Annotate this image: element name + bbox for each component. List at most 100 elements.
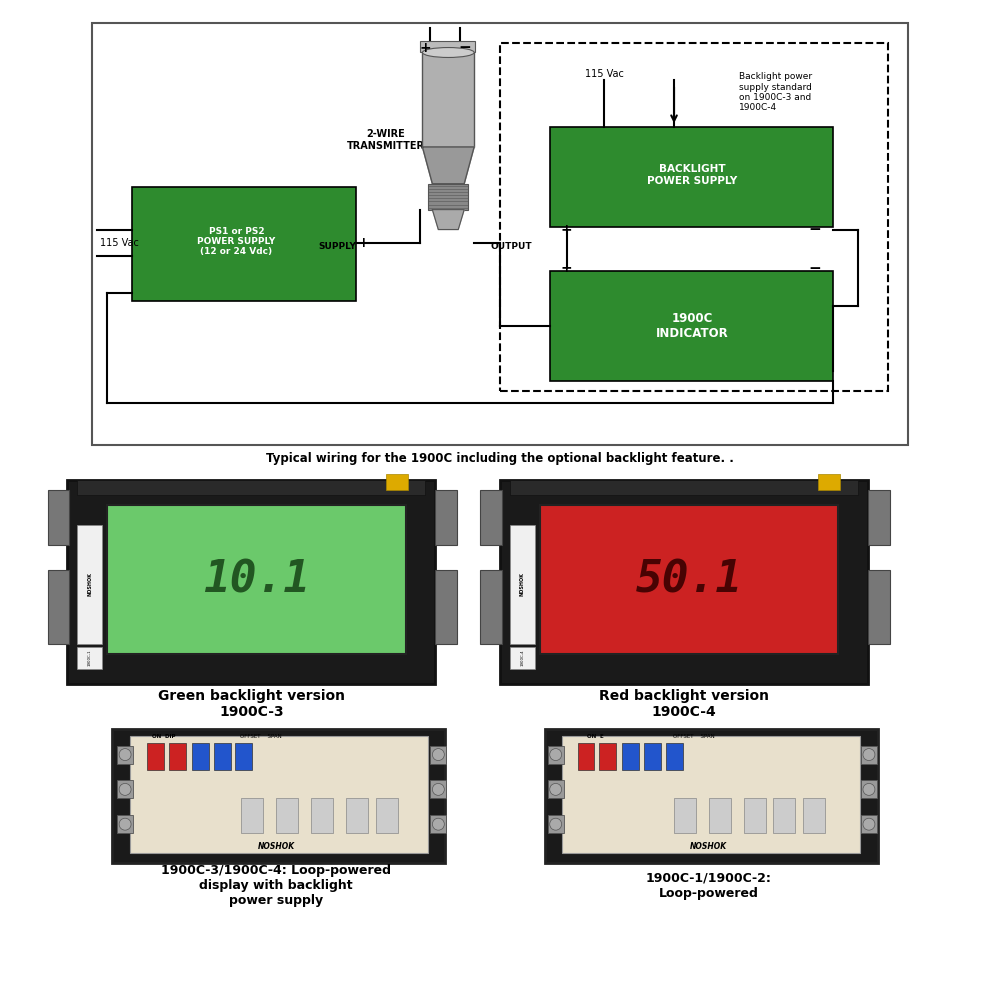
Bar: [430, 746, 446, 764]
Text: NOSHOK: NOSHOK: [690, 842, 727, 851]
Bar: [420, 41, 475, 52]
Bar: [376, 798, 398, 833]
Bar: [545, 729, 878, 863]
Bar: [107, 505, 406, 654]
Text: 1900C-4: 1900C-4: [520, 650, 524, 666]
Bar: [214, 743, 231, 770]
Bar: [548, 746, 564, 764]
Text: NOSHOK: NOSHOK: [258, 842, 295, 851]
Text: +: +: [420, 41, 431, 55]
Bar: [346, 798, 368, 833]
Text: +: +: [561, 223, 572, 237]
Bar: [578, 743, 594, 770]
Circle shape: [550, 783, 562, 795]
Bar: [744, 798, 766, 833]
Text: OUTPUT: OUTPUT: [490, 242, 532, 251]
Bar: [644, 743, 661, 770]
Bar: [480, 490, 502, 545]
Bar: [500, 480, 868, 684]
FancyBboxPatch shape: [550, 127, 833, 227]
Bar: [435, 490, 457, 545]
Text: 2-WIRE
TRANSMITTER: 2-WIRE TRANSMITTER: [347, 129, 425, 151]
Circle shape: [863, 749, 875, 761]
Bar: [480, 570, 502, 644]
Bar: [622, 743, 639, 770]
Text: Typical wiring for the 1900C including the optional backlight feature. .: Typical wiring for the 1900C including t…: [266, 452, 734, 465]
Bar: [435, 570, 457, 644]
Bar: [92, 23, 908, 445]
Bar: [117, 780, 133, 798]
Bar: [428, 184, 468, 210]
Text: 1900C
INDICATOR: 1900C INDICATOR: [656, 312, 728, 340]
Text: Green backlight version
1900C-3: Green backlight version 1900C-3: [158, 689, 345, 719]
Bar: [311, 798, 333, 833]
Bar: [67, 480, 435, 684]
Text: 1900C-1: 1900C-1: [88, 650, 92, 666]
Bar: [861, 746, 877, 764]
Polygon shape: [432, 210, 464, 230]
Circle shape: [550, 749, 562, 761]
Bar: [169, 743, 186, 770]
Text: 115 Vac: 115 Vac: [100, 238, 139, 248]
Text: OFFSET    SPAN: OFFSET SPAN: [240, 734, 282, 739]
Text: 1900C-3/1900C-4: Loop-powered
display with backlight
power supply: 1900C-3/1900C-4: Loop-powered display wi…: [161, 864, 391, 907]
Text: OFFSET    SPAN: OFFSET SPAN: [673, 734, 715, 739]
Bar: [430, 815, 446, 833]
Circle shape: [432, 783, 444, 795]
Bar: [548, 780, 564, 798]
Bar: [599, 743, 616, 770]
Text: Backlight power
supply standard
on 1900C-3 and
1900C-4: Backlight power supply standard on 1900C…: [739, 72, 812, 112]
Bar: [773, 798, 795, 833]
Bar: [147, 743, 164, 770]
Circle shape: [119, 818, 131, 830]
Text: Red backlight version
1900C-4: Red backlight version 1900C-4: [599, 689, 769, 719]
Text: ON  E: ON E: [587, 734, 604, 739]
Bar: [548, 815, 564, 833]
Text: ON  DIP: ON DIP: [152, 734, 176, 739]
Text: −: −: [809, 261, 822, 276]
Bar: [235, 743, 252, 770]
Bar: [48, 490, 69, 545]
Bar: [500, 43, 888, 391]
Bar: [112, 729, 445, 863]
Text: 115 Vac: 115 Vac: [585, 69, 624, 79]
Text: 1900C-1/1900C-2:
Loop-powered: 1900C-1/1900C-2: Loop-powered: [646, 872, 772, 900]
Bar: [130, 736, 428, 853]
Text: −: −: [809, 222, 822, 237]
Bar: [861, 815, 877, 833]
Circle shape: [119, 749, 131, 761]
Circle shape: [432, 818, 444, 830]
Bar: [818, 474, 840, 490]
Bar: [868, 570, 890, 644]
Bar: [77, 647, 102, 669]
Bar: [510, 525, 535, 644]
Circle shape: [863, 783, 875, 795]
Text: PS1 or PS2
POWER SUPPLY
(12 or 24 Vdc): PS1 or PS2 POWER SUPPLY (12 or 24 Vdc): [197, 227, 276, 256]
Polygon shape: [422, 147, 474, 184]
Text: SUPPLY: SUPPLY: [318, 242, 356, 251]
Bar: [430, 780, 446, 798]
Text: NOSHOK: NOSHOK: [520, 573, 525, 596]
Circle shape: [863, 818, 875, 830]
Bar: [422, 52, 474, 147]
Text: 50.1: 50.1: [635, 558, 742, 601]
Circle shape: [550, 818, 562, 830]
Text: +: +: [358, 236, 369, 250]
FancyBboxPatch shape: [132, 187, 356, 301]
Bar: [666, 743, 683, 770]
Text: 10.1: 10.1: [203, 558, 310, 601]
Bar: [117, 746, 133, 764]
Ellipse shape: [422, 48, 474, 57]
Bar: [510, 480, 858, 495]
Bar: [861, 780, 877, 798]
Bar: [709, 798, 731, 833]
Bar: [674, 798, 696, 833]
Bar: [540, 505, 838, 654]
Text: BACKLIGHT
POWER SUPPLY: BACKLIGHT POWER SUPPLY: [647, 164, 737, 186]
Bar: [77, 525, 102, 644]
Bar: [77, 480, 425, 495]
Bar: [276, 798, 298, 833]
Bar: [803, 798, 825, 833]
Circle shape: [119, 783, 131, 795]
Bar: [192, 743, 209, 770]
